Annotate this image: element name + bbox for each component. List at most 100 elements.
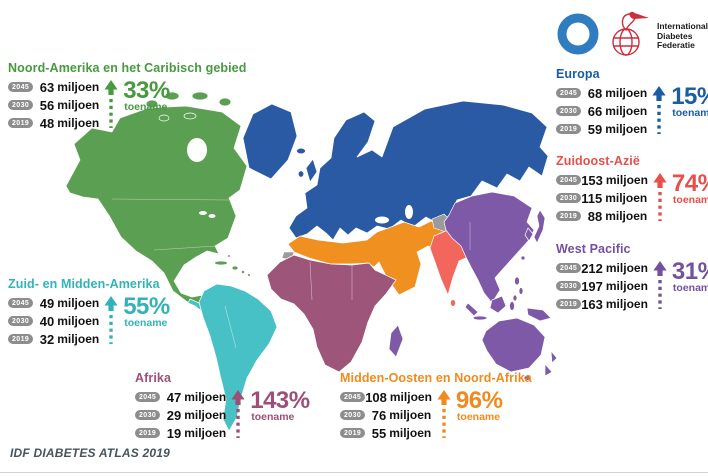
increase-percent-value: 31% [671,258,708,285]
year-badge: 2030 [135,410,161,420]
stat-unit: miljoen [605,86,648,100]
year-badge: 2045 [135,392,161,402]
stat-unit: miljoen [389,408,432,422]
stat-value: 19 [166,425,182,441]
stat-value: 47 [166,389,182,405]
stat-row: 2019 163 miljoen [556,296,648,312]
stat-unit: miljoen [57,80,100,94]
increase-percent: 55% toename [123,295,170,329]
region-title: West Pacific [556,242,631,256]
region-block-south-central-america: Zuid- en Midden-Amerika 2045 49 miljoen … [8,277,170,347]
stat-value: 88 [587,208,603,224]
source-caption: IDF DIABETES ATLAS 2019 [10,446,170,460]
stat-unit: miljoen [389,390,432,404]
region-block-west-pacific: West Pacific 2045 212 miljoen 2030 197 m… [556,242,708,312]
increase-percent-value: 55% [123,293,170,320]
increase-label: toename [124,101,168,113]
stat-unit: miljoen [57,332,100,346]
year-badge: 2019 [556,211,582,221]
stat-unit: miljoen [184,426,227,440]
stat-value: 153 [581,172,603,188]
region-block-mena: Midden-Oosten en Noord-Afrika 2045 108 m… [340,371,532,441]
stat-unit: miljoen [57,116,100,130]
org-name-line: Federatie [657,40,695,51]
year-badge: 2030 [8,100,34,110]
increase-percent: 143% toename [250,387,310,423]
region-title: Zuid- en Midden-Amerika [8,277,160,291]
region-title: Zuidoost-Azië [556,154,640,168]
stat-value: 56 [39,97,55,113]
increase-percent: 15% toename [671,85,708,119]
stat-value: 76 [371,407,387,423]
stat-unit: miljoen [605,209,648,223]
stat-row: 2030 115 miljoen [556,190,648,206]
stat-value: 163 [581,296,603,312]
stat-row: 2045 47 miljoen [135,389,226,405]
stat-unit: miljoen [605,279,648,293]
stat-row: 2045 68 miljoen [556,85,647,101]
stat-row: 2019 59 miljoen [556,121,647,137]
increase-label: toename [251,411,295,423]
year-badge: 2045 [556,263,582,273]
increase-percent: 33% toename [123,79,170,113]
stat-unit: miljoen [605,104,648,118]
idf-hummingbird-logo [607,9,653,59]
stat-row: 2045 108 miljoen [340,389,432,405]
year-badge: 2030 [556,193,582,203]
year-badge: 2030 [8,316,34,326]
region-title: Afrika [135,371,172,385]
stat-unit: miljoen [605,122,648,136]
increase-label: toename [672,107,708,119]
increase-arrow-icon [653,173,667,221]
increase-arrow-icon [653,261,667,309]
stat-unit: miljoen [389,426,432,440]
year-badge: 2019 [556,299,582,309]
stat-row: 2019 88 miljoen [556,208,648,224]
year-badge: 2030 [340,410,366,420]
year-badge: 2045 [8,298,34,308]
stat-row: 2030 40 miljoen [8,313,99,329]
year-badge: 2019 [8,334,34,344]
increase-arrow-icon [104,80,118,128]
increase-arrow-icon [652,86,666,134]
stat-value: 66 [587,103,603,119]
year-badge: 2030 [556,106,582,116]
stat-value: 55 [371,425,387,441]
year-badge: 2045 [556,88,582,98]
stat-value: 197 [581,278,603,294]
year-badge: 2045 [8,82,34,92]
stat-unit: miljoen [57,98,100,112]
year-badge: 2045 [556,175,582,185]
blue-circle-logo [556,12,600,56]
stat-row: 2045 49 miljoen [8,295,99,311]
map-water-details [187,138,413,224]
increase-label: toename [456,411,501,423]
increase-arrow-icon [231,390,245,438]
stat-value: 29 [166,407,182,423]
stat-row: 2045 153 miljoen [556,172,648,188]
stat-row: 2019 32 miljoen [8,331,99,347]
year-badge: 2019 [8,118,34,128]
increase-percent-value: 143% [250,387,310,414]
region-block-europe: Europa 2045 68 miljoen 2030 66 miljoen 2… [556,67,708,137]
increase-percent: 96% toename [456,389,503,423]
increase-label: toename [124,317,168,329]
region-block-north-america-caribbean: Noord-Amerika en het Caribisch gebied 20… [8,61,246,131]
stat-value: 59 [587,121,603,137]
stat-row: 2030 197 miljoen [556,278,648,294]
stat-value: 32 [39,331,55,347]
stat-value: 115 [581,190,603,206]
stat-row: 2030 56 miljoen [8,97,99,113]
stat-row: 2019 55 miljoen [340,425,432,441]
year-badge: 2030 [556,281,582,291]
increase-label: toename [672,282,708,294]
stat-unit: miljoen [184,408,227,422]
increase-arrow-icon [104,296,118,344]
stat-value: 49 [39,295,55,311]
stat-unit: miljoen [605,297,648,311]
stat-value: 48 [39,115,55,131]
region-title: Noord-Amerika en het Caribisch gebied [8,61,247,75]
increase-percent-value: 74% [671,170,708,197]
stat-unit: miljoen [605,191,648,205]
